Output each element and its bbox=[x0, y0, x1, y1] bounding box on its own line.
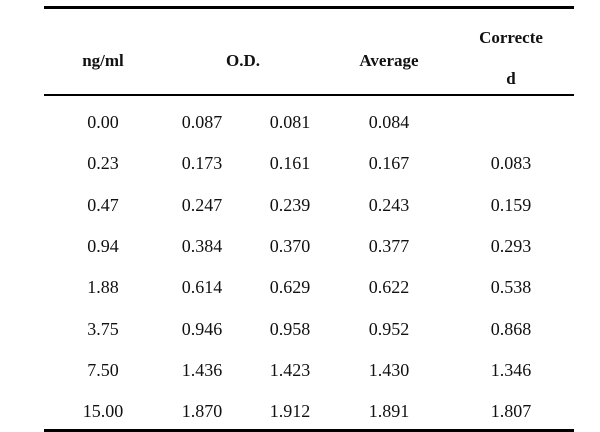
cell-average: 0.243 bbox=[368, 194, 410, 215]
cell-average: 0.377 bbox=[368, 235, 410, 256]
cell-od-1: 0.247 bbox=[181, 194, 223, 215]
data-table: ng/ml O.D. Average Correcte d 0.00 0.087 0… bbox=[44, 6, 574, 432]
cell-concentration: 0.47 bbox=[87, 194, 119, 215]
cell-corrected: 0.159 bbox=[490, 194, 532, 215]
cell-corrected: 1.807 bbox=[490, 401, 532, 422]
cell-od-1: 0.173 bbox=[181, 153, 223, 174]
header-od: O.D. bbox=[226, 51, 260, 70]
cell-od-1: 0.614 bbox=[181, 277, 223, 298]
cell-average: 1.891 bbox=[368, 401, 410, 422]
cell-od-1: 0.087 bbox=[181, 112, 223, 132]
cell-od-2: 1.423 bbox=[269, 359, 311, 380]
cell-od-1: 1.436 bbox=[181, 359, 223, 380]
cell-corrected: 0.083 bbox=[490, 153, 532, 174]
cell-average: 1.430 bbox=[368, 359, 410, 380]
cell-concentration: 3.75 bbox=[87, 318, 119, 339]
cell-od-2: 1.912 bbox=[269, 401, 311, 422]
header-corrected-line1: Correcte bbox=[479, 28, 543, 47]
cell-average: 0.167 bbox=[368, 153, 410, 174]
cell-average: 0.952 bbox=[368, 318, 410, 339]
header-rule bbox=[44, 94, 574, 96]
cell-concentration: 1.88 bbox=[87, 277, 119, 298]
cell-od-2: 0.239 bbox=[269, 194, 311, 215]
cell-concentration: 0.23 bbox=[87, 153, 119, 174]
cell-od-2: 0.081 bbox=[269, 112, 311, 132]
cell-concentration: 15.00 bbox=[82, 401, 124, 422]
cell-concentration: 0.00 bbox=[87, 112, 119, 132]
header-concentration: ng/ml bbox=[82, 51, 124, 70]
cell-od-1: 0.946 bbox=[181, 318, 223, 339]
cell-od-2: 0.161 bbox=[269, 153, 311, 174]
table-top-rule bbox=[44, 6, 574, 9]
cell-corrected: 0.538 bbox=[490, 277, 532, 298]
cell-od-2: 0.958 bbox=[269, 318, 311, 339]
header-corrected-line2: d bbox=[506, 69, 516, 88]
cell-corrected: 0.868 bbox=[490, 318, 532, 339]
cell-concentration: 0.94 bbox=[87, 235, 119, 256]
cell-corrected: 0.293 bbox=[490, 235, 532, 256]
table-bottom-rule bbox=[44, 429, 574, 432]
cell-od-2: 0.629 bbox=[269, 277, 311, 298]
cell-od-1: 0.384 bbox=[181, 235, 223, 256]
cell-average: 0.084 bbox=[368, 112, 410, 132]
cell-od-2: 0.370 bbox=[269, 235, 311, 256]
cell-concentration: 7.50 bbox=[87, 359, 119, 380]
cell-average: 0.622 bbox=[368, 277, 410, 298]
header-average: Average bbox=[359, 51, 419, 70]
cell-corrected: 1.346 bbox=[490, 359, 532, 380]
cell-od-1: 1.870 bbox=[181, 401, 223, 422]
